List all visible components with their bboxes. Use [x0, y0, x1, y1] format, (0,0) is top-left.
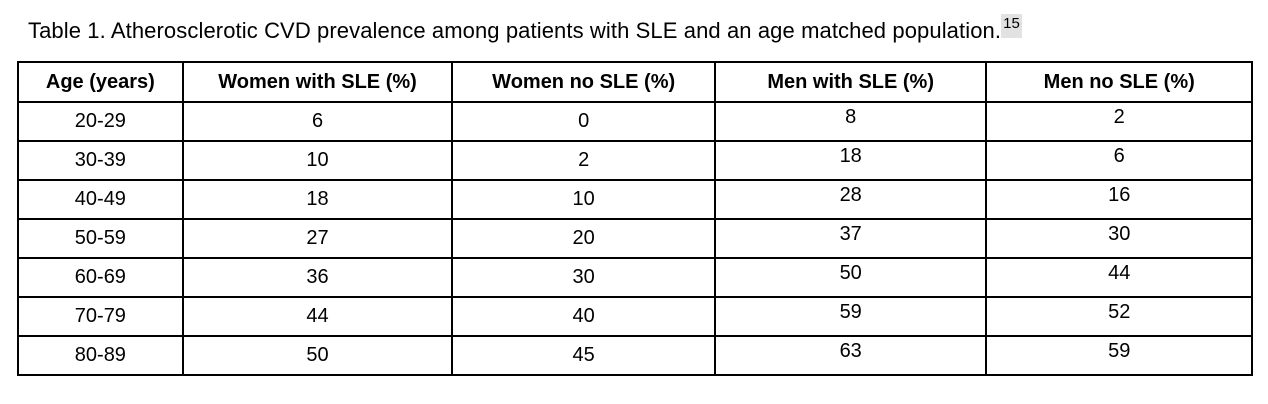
- cell-men-no-sle: 16: [985, 179, 1253, 220]
- cell-value: 44: [1108, 262, 1131, 284]
- cell-value: 37: [839, 223, 862, 245]
- footnote-reference[interactable]: 15: [1001, 13, 1022, 38]
- prevalence-table: Age (years) Women with SLE (%) Women no …: [17, 61, 1253, 376]
- cell-women-no-sle: 0: [451, 101, 716, 142]
- column-header-men-no-sle: Men no SLE (%): [985, 61, 1253, 103]
- header-row: Age (years) Women with SLE (%) Women no …: [17, 61, 1253, 103]
- cell-men-with-sle: 37: [713, 218, 988, 259]
- cell-men-with-sle: 59: [713, 296, 988, 337]
- cell-women-no-sle: 40: [451, 296, 716, 337]
- cell-age: 40-49: [17, 179, 184, 220]
- cell-age: 70-79: [17, 296, 184, 337]
- table-row: 80-89 50 45 63 59: [17, 335, 1253, 376]
- cell-men-no-sle: 30: [985, 218, 1253, 259]
- cell-age: 50-59: [17, 218, 184, 259]
- column-header-women-no-sle: Women no SLE (%): [451, 61, 716, 103]
- cell-age: 60-69: [17, 257, 184, 298]
- column-header-age: Age (years): [17, 61, 184, 103]
- cell-women-with-sle: 50: [181, 335, 454, 376]
- cell-value: 30: [1108, 223, 1131, 245]
- cell-women-with-sle: 6: [181, 101, 454, 142]
- cell-women-no-sle: 45: [451, 335, 716, 376]
- table-caption: Table 1. Atherosclerotic CVD prevalence …: [28, 13, 1022, 46]
- table-row: 30-39 10 2 18 6: [17, 140, 1253, 181]
- cell-men-with-sle: 63: [713, 335, 988, 376]
- cell-men-with-sle: 50: [713, 257, 988, 298]
- cell-women-no-sle: 2: [451, 140, 716, 181]
- table-row: 50-59 27 20 37 30: [17, 218, 1253, 259]
- cell-value: 63: [839, 340, 862, 362]
- cell-value: 59: [839, 301, 862, 323]
- cell-women-with-sle: 10: [181, 140, 454, 181]
- cell-men-no-sle: 59: [985, 335, 1253, 376]
- cell-men-with-sle: 28: [713, 179, 988, 220]
- cell-men-no-sle: 6: [985, 140, 1253, 181]
- cell-women-no-sle: 20: [451, 218, 716, 259]
- cell-value: 59: [1108, 340, 1131, 362]
- column-header-women-with-sle: Women with SLE (%): [181, 61, 454, 103]
- table-caption-text: Table 1. Atherosclerotic CVD prevalence …: [28, 18, 1002, 43]
- cell-men-no-sle: 52: [985, 296, 1253, 337]
- table-row: 70-79 44 40 59 52: [17, 296, 1253, 337]
- cell-women-no-sle: 30: [451, 257, 716, 298]
- cell-men-with-sle: 8: [713, 101, 988, 142]
- column-header-men-with-sle: Men with SLE (%): [713, 61, 988, 103]
- cell-women-with-sle: 44: [181, 296, 454, 337]
- cell-value: 8: [845, 106, 857, 128]
- table-row: 20-29 6 0 8 2: [17, 101, 1253, 142]
- cell-value: 50: [839, 262, 862, 284]
- table-row: 40-49 18 10 28 16: [17, 179, 1253, 220]
- cell-age: 80-89: [17, 335, 184, 376]
- cell-women-with-sle: 27: [181, 218, 454, 259]
- cell-value: 18: [839, 145, 862, 167]
- cell-value: 6: [1113, 145, 1125, 167]
- cell-value: 2: [1113, 106, 1125, 128]
- cell-value: 28: [839, 184, 862, 206]
- cell-women-with-sle: 36: [181, 257, 454, 298]
- cell-women-no-sle: 10: [451, 179, 716, 220]
- cell-men-no-sle: 44: [985, 257, 1253, 298]
- cell-men-with-sle: 18: [713, 140, 988, 181]
- cell-value: 52: [1108, 301, 1131, 323]
- cell-age: 20-29: [17, 101, 184, 142]
- cell-age: 30-39: [17, 140, 184, 181]
- cell-men-no-sle: 2: [985, 101, 1253, 142]
- cell-value: 16: [1108, 184, 1131, 206]
- table-row: 60-69 36 30 50 44: [17, 257, 1253, 298]
- cell-women-with-sle: 18: [181, 179, 454, 220]
